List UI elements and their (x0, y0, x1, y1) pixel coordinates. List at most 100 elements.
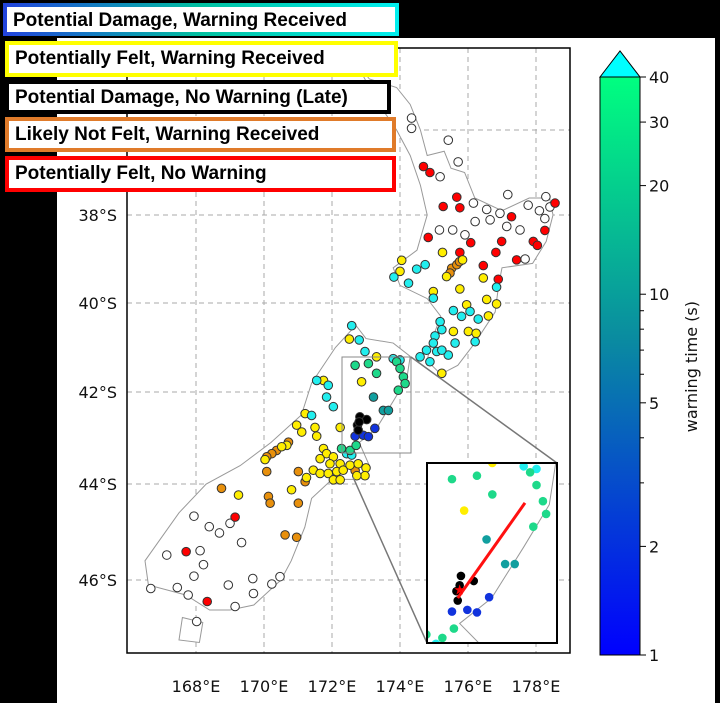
station-marker (437, 345, 447, 355)
station-marker (247, 573, 258, 584)
inset-station-marker (453, 596, 463, 605)
station-marker (225, 518, 235, 529)
station-marker (310, 422, 320, 433)
station-marker (483, 311, 494, 321)
inset-station-marker (510, 559, 520, 569)
colorbar-tick-label: 1 (649, 646, 659, 665)
inset-station-marker (529, 522, 538, 531)
legend-label: Potential Damage, Warning Received (13, 10, 347, 31)
inset-station-marker (447, 607, 457, 616)
inset-station-marker (532, 480, 541, 490)
station-marker (202, 596, 213, 607)
station-marker (396, 255, 407, 266)
station-marker (265, 498, 275, 509)
coastline-south-island (144, 324, 411, 611)
colorbar-tick-label: 20 (649, 177, 669, 196)
inset-connector (410, 356, 558, 464)
station-marker (540, 225, 550, 236)
station-marker (415, 352, 425, 362)
station-marker (395, 363, 405, 374)
station-marker (506, 211, 517, 222)
station-marker (389, 272, 399, 282)
station-marker (350, 360, 360, 371)
station-marker (448, 305, 459, 316)
lon-tick-label: 168°E (172, 677, 221, 696)
station-marker (301, 472, 312, 483)
lon-tick-label: 176°E (444, 677, 493, 696)
legend-felt-no-warning: Potentially Felt, No Warning (5, 156, 396, 192)
station-marker (435, 316, 445, 327)
station-marker (425, 356, 435, 367)
station-marker (465, 306, 475, 317)
inset-station-marker (488, 463, 497, 468)
inset-station-marker (482, 535, 491, 544)
station-marker (425, 167, 435, 178)
legend-damage-no-warning: Potential Damage, No Warning (Late) (5, 80, 391, 114)
station-marker (437, 368, 447, 379)
inset-station-marker (500, 559, 510, 569)
station-marker (478, 260, 489, 271)
station-marker (275, 571, 285, 582)
station-marker (291, 532, 302, 543)
station-marker (276, 441, 287, 452)
station-marker (321, 392, 332, 402)
station-marker (248, 588, 259, 599)
inset-station-marker (484, 592, 494, 602)
legend-not-felt-warning: Likely Not Felt, Warning Received (5, 117, 396, 152)
station-marker (353, 425, 363, 435)
station-marker (346, 320, 357, 331)
station-marker (428, 338, 439, 348)
station-marker (520, 254, 530, 264)
station-marker (460, 230, 470, 240)
lon-tick-label: 170°E (240, 677, 289, 696)
station-marker (230, 601, 240, 612)
inset-station-marker (449, 624, 459, 633)
station-marker (468, 198, 479, 208)
station-marker (286, 484, 297, 495)
colorbar-tick-label: 10 (649, 285, 669, 304)
station-marker (325, 458, 335, 469)
station-marker (189, 511, 199, 521)
inset-station-marker (488, 490, 497, 499)
station-marker (437, 324, 447, 335)
station-marker (481, 294, 492, 305)
inset-station-marker (472, 471, 482, 481)
station-marker (393, 385, 404, 396)
station-marker (456, 311, 467, 322)
station-marker (406, 123, 417, 134)
station-marker (315, 468, 325, 479)
inset-station-marker (463, 605, 472, 615)
station-marker (360, 470, 370, 481)
station-marker (335, 422, 345, 433)
station-marker (443, 350, 454, 360)
map-layer (144, 61, 560, 644)
station-marker (400, 378, 410, 389)
station-marker (315, 453, 325, 464)
station-marker (296, 427, 307, 437)
colorbar-tick-label: 2 (649, 537, 659, 556)
inset-station-marker (456, 571, 466, 581)
station-marker (481, 204, 492, 215)
colorbar-tick-label: 5 (649, 394, 659, 413)
station-marker (172, 582, 183, 593)
legend-label: Potentially Felt, Warning Received (15, 48, 325, 69)
station-marker (421, 345, 432, 355)
legend-label: Potential Damage, No Warning (Late) (15, 87, 348, 108)
station-marker (323, 380, 334, 391)
lat-tick-label: 40°S (78, 294, 117, 313)
station-marker (344, 334, 355, 344)
station-marker (356, 376, 367, 387)
station-marker (428, 293, 439, 303)
station-marker (423, 232, 434, 243)
station-marker (260, 454, 270, 465)
lat-tick-label: 46°S (78, 571, 117, 590)
inset-station-marker (472, 608, 482, 617)
station-marker (491, 299, 502, 309)
station-marker (443, 135, 454, 145)
inset-station-marker (525, 468, 535, 477)
station-marker (495, 208, 505, 219)
inset-station-marker (532, 464, 541, 474)
station-marker (395, 266, 405, 277)
station-marker (363, 431, 374, 442)
lat-tick-label: 44°S (78, 475, 117, 494)
